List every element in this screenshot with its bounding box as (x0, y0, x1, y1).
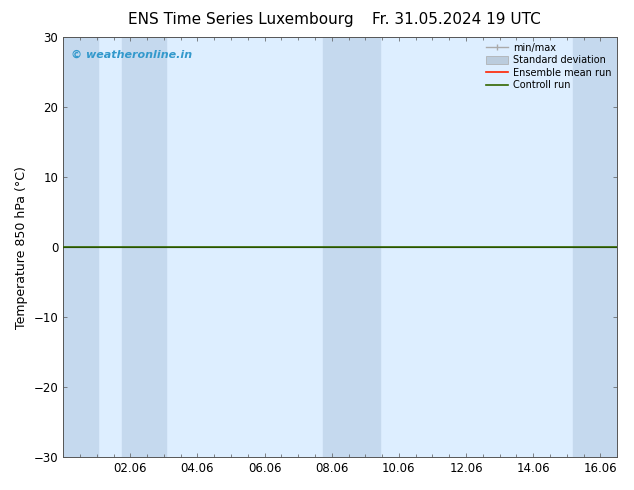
Bar (573, 37, 617, 457)
Text: © weatheronline.in: © weatheronline.in (72, 50, 193, 60)
Text: Fr. 31.05.2024 19 UTC: Fr. 31.05.2024 19 UTC (372, 12, 541, 27)
Bar (122, 37, 165, 457)
Legend: min/max, Standard deviation, Ensemble mean run, Controll run: min/max, Standard deviation, Ensemble me… (482, 39, 615, 94)
Text: ENS Time Series Luxembourg: ENS Time Series Luxembourg (128, 12, 354, 27)
Bar (323, 37, 380, 457)
Bar (63, 37, 98, 457)
Y-axis label: Temperature 850 hPa (°C): Temperature 850 hPa (°C) (15, 166, 28, 329)
